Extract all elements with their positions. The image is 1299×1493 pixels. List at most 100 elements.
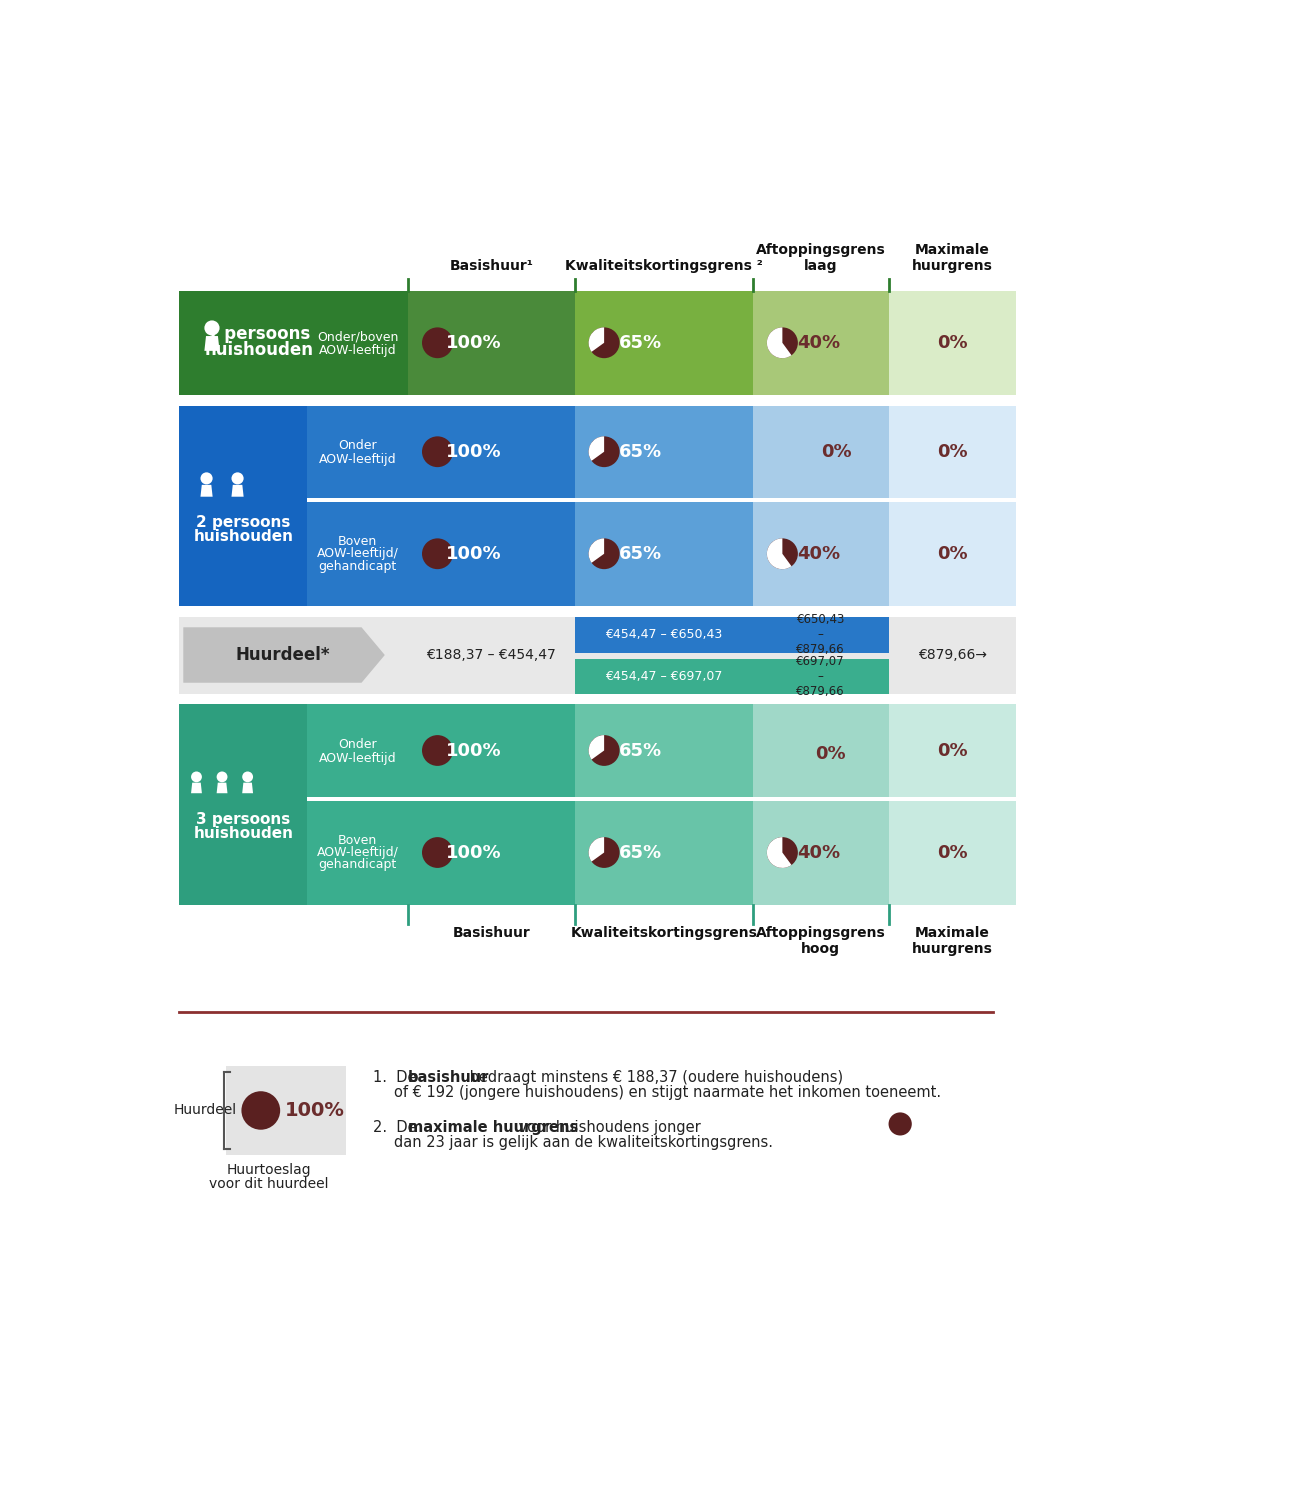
Text: 3 persoons: 3 persoons (196, 812, 291, 827)
Text: €879,66→: €879,66→ (918, 648, 987, 661)
Wedge shape (588, 838, 604, 861)
Bar (889, 502, 1016, 606)
Text: 100%: 100% (284, 1100, 346, 1120)
Text: basishuur: basishuur (408, 1070, 490, 1085)
Bar (753, 705, 889, 797)
Text: 0%: 0% (821, 443, 852, 461)
Polygon shape (217, 782, 227, 793)
Text: Kwaliteitskortingsgrens: Kwaliteitskortingsgrens (570, 926, 757, 941)
Bar (753, 502, 889, 606)
Text: voor dit huurdeel: voor dit huurdeel (209, 1176, 329, 1191)
Text: 40%: 40% (798, 545, 840, 563)
Text: €454,47 – €650,43: €454,47 – €650,43 (605, 629, 722, 640)
Text: 0%: 0% (937, 844, 968, 861)
Text: Boven: Boven (338, 833, 377, 847)
Polygon shape (231, 485, 244, 497)
Text: 1 persoons: 1 persoons (207, 324, 310, 342)
Bar (753, 291, 889, 394)
Text: AOW-leeftijd/: AOW-leeftijd/ (317, 847, 399, 858)
Text: huishouden: huishouden (194, 529, 294, 543)
Text: 100%: 100% (446, 545, 501, 563)
Bar (179, 291, 408, 394)
Bar (226, 1066, 346, 1154)
Circle shape (422, 735, 453, 766)
Text: 0%: 0% (937, 443, 968, 461)
Bar (574, 406, 753, 499)
Text: 65%: 65% (620, 545, 662, 563)
Text: 100%: 100% (446, 844, 501, 861)
Bar (753, 406, 889, 499)
Bar (574, 658, 889, 694)
Bar (308, 406, 408, 499)
Bar (408, 800, 574, 905)
Text: of € 192 (jongere huishoudens) en stijgt naarmate het inkomen toeneemt.: of € 192 (jongere huishoudens) en stijgt… (394, 1085, 942, 1100)
Text: 0%: 0% (937, 742, 968, 760)
Circle shape (200, 472, 213, 484)
Text: Onder: Onder (338, 439, 377, 452)
Circle shape (588, 327, 620, 358)
Text: 100%: 100% (446, 742, 501, 760)
Text: Aftoppingsgrens
laag: Aftoppingsgrens laag (756, 243, 886, 273)
Wedge shape (588, 436, 604, 461)
Circle shape (766, 436, 798, 467)
Text: 65%: 65% (620, 443, 662, 461)
Bar (574, 617, 889, 652)
Text: Basishuur: Basishuur (452, 926, 530, 941)
Text: Maximale
huurgrens: Maximale huurgrens (912, 926, 992, 956)
Text: 2 persoons: 2 persoons (196, 515, 291, 530)
Circle shape (588, 436, 620, 467)
Circle shape (422, 436, 453, 467)
Text: Maximale
huurgrens: Maximale huurgrens (912, 243, 992, 273)
Circle shape (204, 321, 220, 336)
Text: Onder: Onder (338, 738, 377, 751)
Text: bedraagt minstens € 188,37 (oudere huishoudens): bedraagt minstens € 188,37 (oudere huish… (465, 1070, 843, 1085)
Circle shape (422, 838, 453, 867)
Bar (574, 800, 753, 905)
Wedge shape (766, 327, 791, 358)
Circle shape (231, 472, 244, 484)
Circle shape (766, 327, 798, 358)
Wedge shape (588, 539, 604, 563)
Bar (753, 800, 889, 905)
Text: 40%: 40% (798, 844, 840, 861)
Polygon shape (191, 782, 201, 793)
Bar (889, 291, 1016, 394)
Polygon shape (200, 485, 213, 497)
Text: 0%: 0% (937, 334, 968, 352)
Circle shape (588, 735, 620, 766)
Bar (408, 406, 574, 499)
Wedge shape (766, 838, 791, 867)
Text: 100%: 100% (446, 443, 501, 461)
Text: 65%: 65% (620, 844, 662, 861)
Wedge shape (588, 735, 604, 760)
Bar (574, 705, 753, 797)
Bar (179, 406, 308, 606)
Text: €454,47 – €697,07: €454,47 – €697,07 (605, 670, 722, 682)
Bar (408, 502, 574, 606)
Text: Onder/boven: Onder/boven (317, 330, 399, 343)
Bar (889, 705, 1016, 797)
Bar (889, 406, 1016, 499)
Text: 0%: 0% (814, 745, 846, 763)
Text: Huurdeel*: Huurdeel* (235, 646, 330, 664)
Text: Huurdeel: Huurdeel (174, 1103, 236, 1117)
Text: Boven: Boven (338, 534, 377, 548)
Text: €697,07
–
€879,66: €697,07 – €879,66 (796, 655, 846, 697)
Text: <23: <23 (889, 1138, 912, 1148)
Text: gehandicapt: gehandicapt (318, 858, 396, 872)
Circle shape (766, 838, 798, 867)
Text: AOW-leeftijd: AOW-leeftijd (318, 343, 396, 357)
Text: Aftoppingsgrens
hoog: Aftoppingsgrens hoog (756, 926, 886, 956)
Circle shape (242, 772, 253, 782)
Text: 65%: 65% (620, 334, 662, 352)
Text: 1.  De: 1. De (373, 1070, 421, 1085)
Circle shape (242, 1091, 281, 1130)
Polygon shape (204, 336, 220, 351)
Circle shape (217, 772, 227, 782)
Wedge shape (766, 539, 791, 569)
Text: 40%: 40% (798, 334, 840, 352)
Text: 65%: 65% (620, 742, 662, 760)
Text: huishouden: huishouden (194, 826, 294, 841)
Circle shape (588, 838, 620, 867)
Text: AOW-leeftijd: AOW-leeftijd (318, 452, 396, 466)
